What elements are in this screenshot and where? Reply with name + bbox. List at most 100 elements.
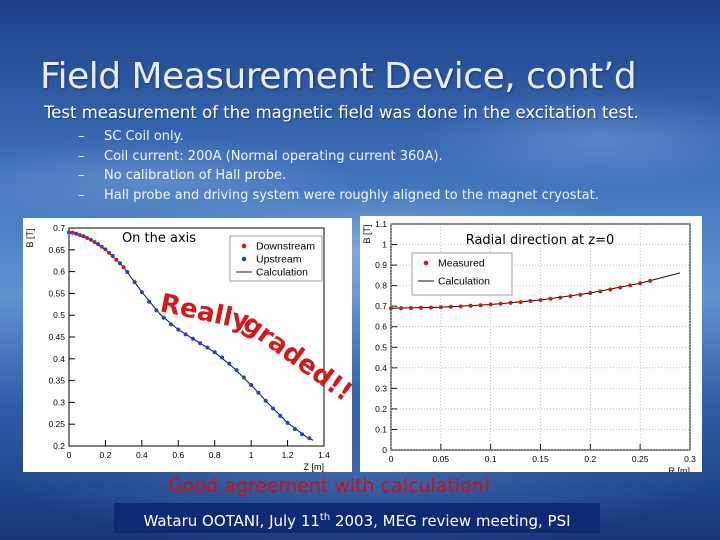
data-point xyxy=(608,287,613,292)
data-point xyxy=(74,231,79,236)
y-tick-label: 0.6 xyxy=(53,267,65,277)
data-point xyxy=(389,306,393,311)
y-tick-label: 0.7 xyxy=(53,223,65,233)
y-axis-label: B [T] xyxy=(25,228,35,247)
chart-title: On the axis xyxy=(122,231,196,246)
y-tick-label: 0.4 xyxy=(375,363,387,373)
data-point xyxy=(67,230,71,235)
bullet-item: – Coil current: 200A (Normal operating cu… xyxy=(78,147,678,167)
data-point xyxy=(307,436,312,441)
data-point xyxy=(161,315,166,320)
data-point xyxy=(176,327,181,332)
data-point xyxy=(478,303,483,308)
legend-box xyxy=(411,252,513,296)
bullet-dash: – xyxy=(78,129,85,144)
x-tick-label: 0.05 xyxy=(433,454,450,464)
data-point xyxy=(638,281,643,286)
y-tick-label: 0.25 xyxy=(48,419,65,429)
x-tick-label: 0.3 xyxy=(684,454,696,464)
bullet-dash: – xyxy=(78,168,85,183)
data-point xyxy=(598,289,603,294)
data-point xyxy=(205,345,210,350)
x-tick-label: 0.2 xyxy=(584,454,596,464)
data-point xyxy=(220,355,224,360)
y-tick-label: 1.1 xyxy=(375,219,387,229)
data-point xyxy=(518,300,523,305)
data-point xyxy=(648,278,653,283)
data-point xyxy=(92,240,97,244)
data-point xyxy=(538,298,543,302)
y-tick-label: 1 xyxy=(382,240,387,250)
x-tick-label: 0.2 xyxy=(100,450,112,460)
footer-author: Wataru OOTANI, July 11 xyxy=(143,512,320,530)
radial-field-plot: 0 0.1 0.2 0.3 0.4 0.5 0.6 0.7 0.8 0.9 1 1.1 0 0.05 0.1… xyxy=(360,216,702,472)
data-point xyxy=(121,265,126,270)
bullet-text: SC Coil only. xyxy=(104,129,184,144)
legend-entry: Measured xyxy=(438,258,485,270)
x-tick-label: 0.25 xyxy=(632,454,649,464)
data-point xyxy=(70,230,75,235)
y-tick-label: 0.65 xyxy=(48,245,65,255)
data-point xyxy=(99,244,104,249)
data-point xyxy=(285,420,290,425)
footer-sup: th xyxy=(319,512,331,523)
data-point xyxy=(183,332,188,337)
legend-entry: Upstream xyxy=(256,254,302,266)
y-tick-label: 0.7 xyxy=(375,301,387,311)
data-point xyxy=(408,306,413,310)
y-tick-label: 0.6 xyxy=(375,322,387,332)
x-axis-label: R [m] xyxy=(669,466,691,472)
bullet-list: – SC Coil only. – Coil current: 200A (Norm… xyxy=(78,127,678,205)
data-point xyxy=(578,292,583,297)
x-tick-label: 1 xyxy=(249,450,254,460)
data-point xyxy=(300,432,305,437)
legend-marker xyxy=(423,260,429,266)
data-point xyxy=(132,280,137,285)
data-point xyxy=(249,383,254,387)
data-point xyxy=(139,290,144,295)
data-point xyxy=(263,398,268,403)
slide-subtitle: Test measurement of the magnetic field w… xyxy=(44,103,639,122)
legend-entry: Downstream xyxy=(256,241,315,253)
legend-marker xyxy=(241,243,247,249)
y-tick-label: 0.3 xyxy=(375,383,387,393)
data-point xyxy=(488,302,493,307)
data-point xyxy=(96,242,101,247)
data-point xyxy=(77,233,82,237)
data-point xyxy=(85,236,90,240)
slide-title: Field Measurement Device, cont’d xyxy=(40,56,637,97)
bullet-item: – Hall probe and driving system were roug… xyxy=(78,186,678,206)
data-point xyxy=(588,291,593,295)
data-point xyxy=(190,336,195,341)
x-axis-label: Z [m] xyxy=(304,462,325,472)
bullet-text: No calibration of Hall probe. xyxy=(104,168,287,183)
y-tick-label: 0.3 xyxy=(53,397,65,407)
data-point xyxy=(548,296,553,301)
y-tick-label: 0 xyxy=(382,445,387,455)
bullet-item: – No calibration of Hall probe. xyxy=(78,166,678,186)
chart-title: Radial direction at z=0 xyxy=(466,233,615,248)
x-tick-label: 1.4 xyxy=(318,450,330,460)
y-tick-label: 0.2 xyxy=(53,441,65,451)
data-point xyxy=(107,250,112,255)
data-point xyxy=(458,304,463,309)
legend-marker xyxy=(241,256,247,262)
data-point xyxy=(125,270,130,274)
data-point xyxy=(256,390,261,395)
y-tick-label: 0.8 xyxy=(375,281,387,291)
bullet-text: Coil current: 200A (Normal operating cur… xyxy=(104,148,443,164)
x-tick-label: 0 xyxy=(389,454,394,464)
data-point xyxy=(468,303,473,308)
x-tick-label: 0.1 xyxy=(485,454,497,464)
data-point xyxy=(428,305,433,310)
data-point xyxy=(154,308,159,313)
data-point xyxy=(118,261,122,266)
data-point xyxy=(169,322,173,327)
data-point xyxy=(88,237,93,242)
legend-entry: Calculation xyxy=(438,276,490,288)
data-point xyxy=(618,285,623,290)
x-tick-label: 0.15 xyxy=(532,454,549,464)
data-point xyxy=(508,300,513,305)
bullet-dash: – xyxy=(78,187,85,203)
x-tick-label: 1.2 xyxy=(282,450,294,460)
